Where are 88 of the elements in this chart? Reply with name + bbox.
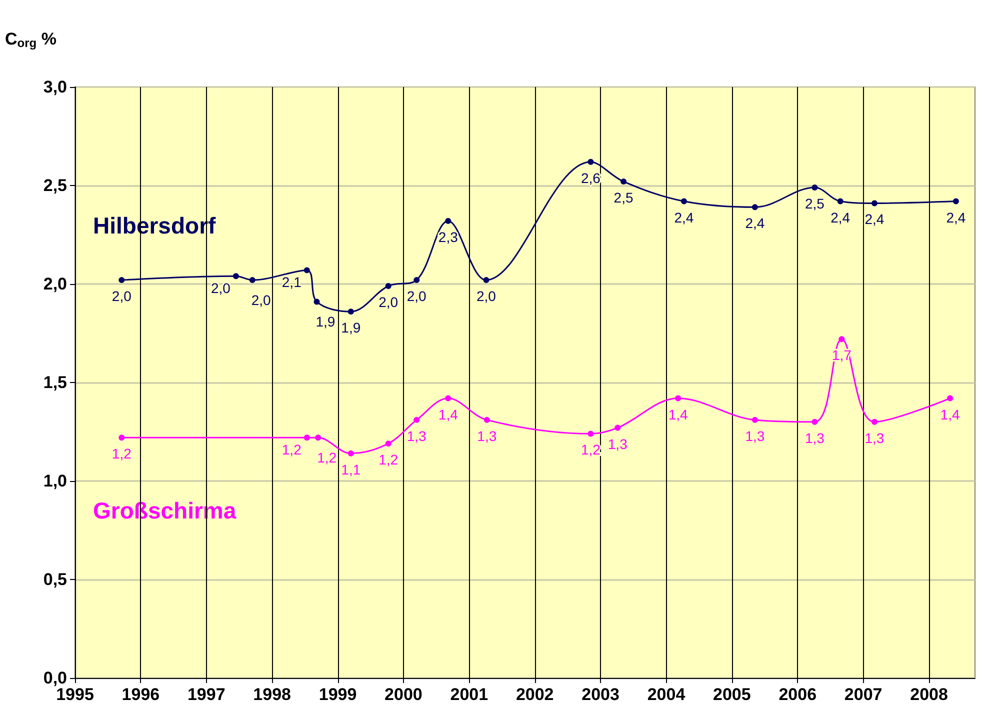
point [232,273,239,280]
point [118,277,125,284]
y-tick-label: 0,0 [43,668,67,688]
x-tick-label: 2004 [647,685,686,704]
data-label: 1,3 [864,430,884,446]
point [680,198,687,204]
data-label: 2,5 [804,195,825,212]
point [483,277,490,284]
x-tick-label: 2007 [844,685,882,704]
y-tick-label: 2,5 [43,176,67,195]
point [348,450,354,456]
point [588,158,594,165]
point [414,277,420,284]
data-label: 2,3 [438,228,458,245]
point [314,298,320,305]
point [952,198,959,204]
point [445,395,452,402]
data-label: 1,1 [341,461,361,478]
data-label: 1,3 [477,428,497,444]
data-label: 1,2 [112,446,132,462]
data-label: 1,4 [940,406,960,422]
data-label: 2,0 [112,288,132,304]
x-tick-label: 2002 [516,685,554,704]
data-label: 2,0 [251,292,272,308]
point [315,434,322,441]
data-label: 2,5 [614,190,634,206]
data-label: 1,3 [608,436,628,452]
data-label: 2,4 [674,209,694,226]
y-tick-label: 1,5 [43,373,67,392]
y-tick-label: 3,0 [43,78,67,96]
point [484,416,490,423]
data-label: 1,3 [745,428,765,444]
point [588,430,594,437]
point [871,200,878,206]
data-label: 2,1 [282,274,302,290]
point [304,267,310,274]
data-label: 1,2 [282,442,302,458]
data-label: 2,4 [946,209,966,226]
data-label: 1,2 [317,450,337,466]
data-label: 2,0 [476,288,496,304]
data-label: 2,0 [406,288,427,304]
x-tick-label: 2005 [713,685,751,704]
point [118,434,125,441]
point [837,198,844,204]
point [249,277,256,284]
x-tick-label: 1998 [253,685,291,704]
x-tick-label: 2008 [910,685,948,704]
point [838,336,845,342]
point [385,440,392,447]
data-label: 1,2 [580,442,601,458]
point [414,416,420,423]
point [348,308,354,315]
point [812,418,818,425]
x-tick-label: 2001 [450,685,488,704]
data-label: 2,4 [864,211,884,228]
point [385,282,392,289]
point [752,204,758,210]
data-label: 1,4 [438,406,458,422]
point [871,418,878,425]
x-tick-label: 2003 [582,685,620,704]
point [620,178,627,185]
y-tick-label: 2,0 [43,274,67,294]
x-tick-label: 1999 [318,685,357,704]
data-label: 1,9 [316,314,336,330]
data-label: 2,0 [210,280,231,296]
y-tick-label: 1,0 [43,472,67,490]
x-tick-label: 2006 [778,685,817,704]
data-label: 1,9 [341,320,361,336]
data-label: 2,6 [580,170,601,186]
data-label: 2,0 [378,294,398,310]
data-label: 1,3 [804,430,825,446]
point [445,218,452,224]
point [304,434,310,441]
x-tick-label: 2000 [384,685,422,704]
x-tick-label: 1995 [56,685,94,704]
x-tick-label: 1997 [187,685,226,704]
data-label: 1,2 [378,452,398,468]
point [812,184,818,190]
data-label: 1,3 [406,428,427,444]
point [947,395,954,402]
data-label: 2,4 [830,209,850,226]
point [675,395,682,402]
data-label: 1,4 [668,406,688,422]
point [752,416,758,423]
data-label: 2,4 [745,215,765,232]
point [614,424,621,431]
x-tick-label: 1996 [122,685,160,704]
y-tick-label: 0,5 [43,570,67,589]
